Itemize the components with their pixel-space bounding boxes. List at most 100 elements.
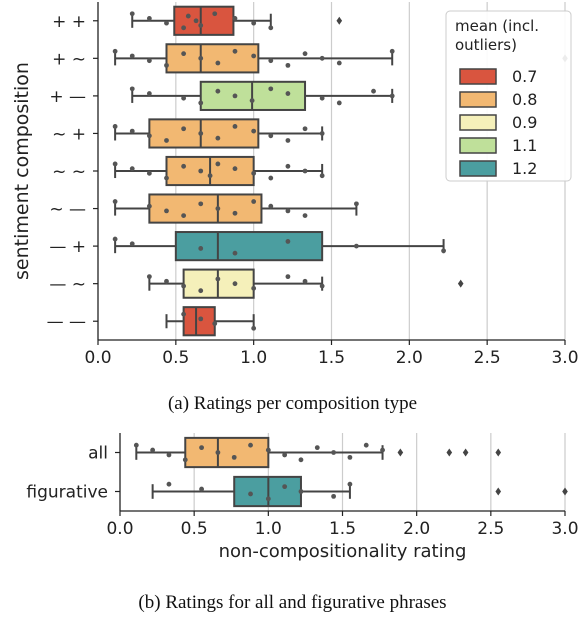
data-point (198, 23, 204, 28)
data-point (268, 25, 274, 31)
data-point (164, 278, 169, 284)
box (184, 436, 270, 469)
y-tick-label: + + (52, 12, 86, 32)
data-point (181, 95, 187, 101)
data-point (181, 51, 187, 57)
data-point (251, 53, 257, 59)
outlier-marker (495, 448, 502, 457)
data-point (146, 170, 152, 176)
data-point (282, 452, 288, 458)
data-point (371, 88, 376, 94)
legend-swatch (459, 114, 497, 131)
data-point (314, 445, 320, 451)
legend-swatch (459, 160, 497, 177)
data-point (248, 491, 253, 497)
data-point (193, 18, 199, 24)
data-point (268, 133, 274, 139)
data-point (215, 450, 221, 455)
data-point (248, 442, 253, 448)
data-point (164, 20, 169, 26)
data-point (112, 236, 118, 242)
data-point (302, 213, 308, 218)
outlier-marker (446, 448, 453, 457)
data-point (198, 55, 204, 61)
data-point (251, 20, 257, 26)
data-point (181, 311, 187, 317)
data-point (354, 243, 359, 249)
outlier-marker (457, 279, 464, 288)
y-tick-label: + — (49, 87, 86, 107)
data-point (285, 208, 291, 214)
data-point (181, 126, 187, 132)
data-point (198, 316, 204, 322)
data-point (251, 128, 257, 134)
box (174, 231, 324, 262)
box-row: + ~ (52, 43, 568, 74)
data-point (215, 135, 221, 141)
x-tick-label: 2.5 (477, 519, 504, 539)
y-tick-label: figurative (26, 483, 108, 503)
data-point (207, 173, 213, 179)
data-point (150, 447, 156, 453)
x-tick-label: 2.0 (403, 519, 430, 539)
data-point (146, 133, 152, 139)
data-point (215, 161, 221, 167)
box-row: — ~ (49, 268, 464, 299)
data-point (302, 278, 308, 284)
outlier-marker (397, 448, 404, 457)
x-tick-label: 2.5 (474, 348, 501, 368)
caption-a: (a) Ratings per composition type (167, 393, 418, 414)
data-point (232, 166, 238, 172)
legend-title: outliers) (455, 36, 517, 54)
data-point (336, 100, 342, 106)
y-tick-label: ~ + (52, 124, 86, 144)
data-point (215, 60, 221, 66)
legend-entry-label: 1.1 (512, 136, 537, 155)
x-tick-label: 0.5 (162, 348, 189, 368)
panel-b: 0.0 0.5 1.0 1.5 2.0 2.5 3.0 all figurative non-co… (26, 433, 579, 562)
data-point (112, 124, 118, 129)
x-tick-label: 2.0 (396, 348, 423, 368)
data-point (285, 163, 291, 169)
x-tick-label: 1.0 (240, 348, 267, 368)
data-point (319, 173, 325, 179)
box-row: ~ — (49, 193, 359, 224)
x-axis-title: non-compositionality rating (219, 541, 467, 562)
box-row: all (88, 436, 502, 469)
data-point (331, 493, 336, 499)
data-point (129, 86, 135, 92)
outlier-marker (462, 448, 469, 457)
data-point (441, 248, 446, 254)
data-point (249, 98, 255, 103)
data-point (319, 55, 325, 61)
data-point (166, 481, 172, 487)
y-tick-label: + ~ (52, 49, 86, 69)
data-point (285, 138, 291, 143)
data-point (232, 93, 238, 99)
data-point (129, 11, 135, 17)
data-point (336, 60, 342, 66)
data-point (146, 16, 152, 21)
data-point (146, 91, 152, 96)
data-point (129, 128, 135, 134)
data-point (232, 124, 238, 129)
y-tick-label: ~ ~ (52, 162, 86, 182)
box-row: + — (49, 80, 395, 111)
data-point (146, 274, 152, 280)
legend-entry-label: 0.9 (512, 113, 537, 132)
box-row: — — (47, 306, 257, 337)
data-point (265, 447, 271, 453)
data-point (198, 246, 204, 251)
data-point (231, 454, 237, 460)
y-axis-title: sentiment composition (11, 62, 33, 280)
data-point (164, 62, 169, 68)
data-point (298, 489, 304, 494)
data-point (347, 481, 353, 487)
y-tick-label: — + (49, 237, 86, 257)
legend-title: mean (incl. (455, 17, 539, 35)
data-point (112, 199, 118, 204)
data-point (215, 206, 221, 211)
data-point (129, 241, 135, 247)
legend-swatch (459, 68, 497, 85)
